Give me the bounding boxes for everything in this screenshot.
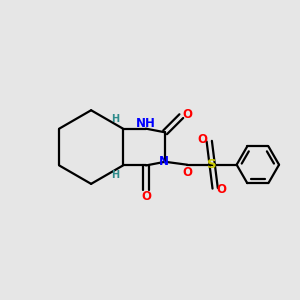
- Text: O: O: [141, 190, 151, 203]
- Text: H: H: [111, 114, 119, 124]
- Text: O: O: [217, 183, 226, 196]
- Text: O: O: [183, 108, 193, 121]
- Text: H: H: [111, 170, 119, 180]
- Text: NH: NH: [136, 117, 156, 130]
- Text: O: O: [198, 133, 208, 146]
- Text: O: O: [182, 167, 192, 179]
- Text: S: S: [207, 158, 217, 171]
- Text: N: N: [159, 155, 169, 168]
